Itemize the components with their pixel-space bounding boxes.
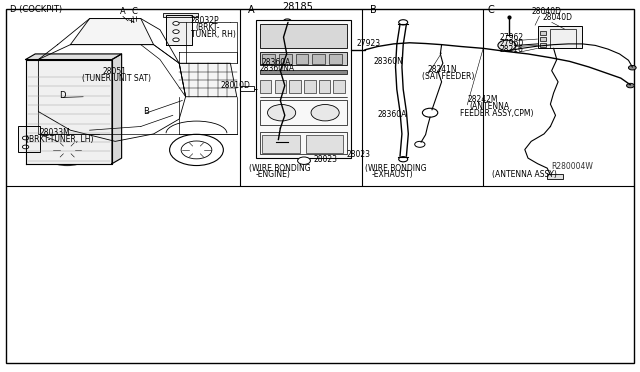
Circle shape (498, 40, 516, 51)
Text: (WIRE BONDING: (WIRE BONDING (365, 164, 427, 173)
Bar (329, 54, 342, 64)
Text: (ANTENNA: (ANTENNA (470, 102, 510, 111)
Bar (18, 126, 40, 152)
Bar (538, 26, 582, 48)
Bar (260, 132, 347, 154)
Bar (319, 80, 330, 93)
Text: 28040D: 28040D (531, 7, 561, 16)
Bar (304, 80, 316, 93)
Text: A: A (120, 7, 126, 16)
Text: 28242M: 28242M (467, 95, 498, 104)
Bar (262, 54, 275, 64)
Bar (540, 31, 546, 35)
Polygon shape (112, 54, 122, 164)
Bar (260, 24, 347, 48)
Bar (260, 52, 347, 65)
Bar (163, 13, 198, 17)
Circle shape (627, 83, 634, 88)
Text: (ANTENNA ASSY): (ANTENNA ASSY) (492, 170, 556, 179)
Bar (260, 100, 347, 125)
Circle shape (173, 22, 179, 25)
Bar (306, 135, 343, 153)
Text: (SAT FEEDER): (SAT FEEDER) (422, 72, 475, 81)
Text: D (COCKPIT): D (COCKPIT) (10, 5, 61, 14)
Text: 28023: 28023 (347, 150, 371, 159)
Bar (275, 80, 286, 93)
Text: C: C (488, 5, 495, 15)
Text: (WIRE BONDING: (WIRE BONDING (249, 164, 310, 173)
Text: 28216: 28216 (499, 45, 523, 54)
Bar (256, 20, 351, 158)
Text: 28023: 28023 (314, 155, 338, 164)
Text: 28241N: 28241N (428, 65, 457, 74)
Text: 28010D: 28010D (221, 81, 251, 90)
Text: D: D (60, 91, 66, 100)
Polygon shape (166, 15, 192, 45)
Polygon shape (26, 54, 122, 60)
Text: B: B (143, 107, 148, 116)
Text: 28051: 28051 (102, 67, 127, 76)
Text: (TUNER UNIT SAT): (TUNER UNIT SAT) (82, 74, 151, 83)
Text: (BRKT-TUNER, LH): (BRKT-TUNER, LH) (26, 135, 93, 144)
Circle shape (173, 30, 179, 33)
Circle shape (628, 65, 636, 70)
Polygon shape (70, 19, 154, 45)
Text: 28032P: 28032P (191, 16, 220, 25)
Text: C: C (132, 7, 138, 16)
Polygon shape (26, 60, 112, 164)
Polygon shape (179, 63, 237, 97)
Bar (240, 86, 254, 91)
Text: 28360A: 28360A (378, 110, 407, 119)
Bar (540, 43, 546, 46)
Text: (BRKT-: (BRKT- (195, 23, 220, 32)
Text: -ENGINE): -ENGINE) (255, 170, 290, 179)
Text: R280004W: R280004W (552, 162, 593, 171)
Text: 27962: 27962 (499, 33, 524, 42)
Text: 28033M: 28033M (40, 128, 70, 137)
Circle shape (311, 105, 339, 121)
Bar (547, 174, 563, 179)
Text: A: A (248, 5, 255, 15)
Text: 28360N: 28360N (373, 57, 403, 66)
Circle shape (22, 145, 29, 149)
Text: B: B (370, 5, 377, 15)
Bar (296, 54, 308, 64)
Bar (260, 70, 347, 74)
Bar (540, 37, 546, 41)
Text: 27923: 27923 (356, 39, 381, 48)
Bar (262, 135, 300, 153)
Text: -EXHAUST): -EXHAUST) (372, 170, 413, 179)
Text: 28040D: 28040D (543, 13, 573, 22)
Circle shape (173, 38, 179, 42)
Text: TUNER, RH): TUNER, RH) (191, 30, 236, 39)
Bar (550, 29, 576, 48)
Text: 28360NA: 28360NA (260, 64, 295, 73)
Bar (289, 80, 301, 93)
Circle shape (268, 105, 296, 121)
Circle shape (298, 157, 310, 164)
Bar (333, 80, 345, 93)
Circle shape (22, 136, 29, 140)
Text: 28185: 28185 (282, 2, 313, 12)
Text: 27960: 27960 (499, 39, 524, 48)
Text: 28360A: 28360A (261, 58, 291, 67)
Bar (312, 54, 325, 64)
Text: FEEDER ASSY,CPM): FEEDER ASSY,CPM) (460, 109, 533, 118)
Bar (260, 80, 271, 93)
Bar (279, 54, 292, 64)
